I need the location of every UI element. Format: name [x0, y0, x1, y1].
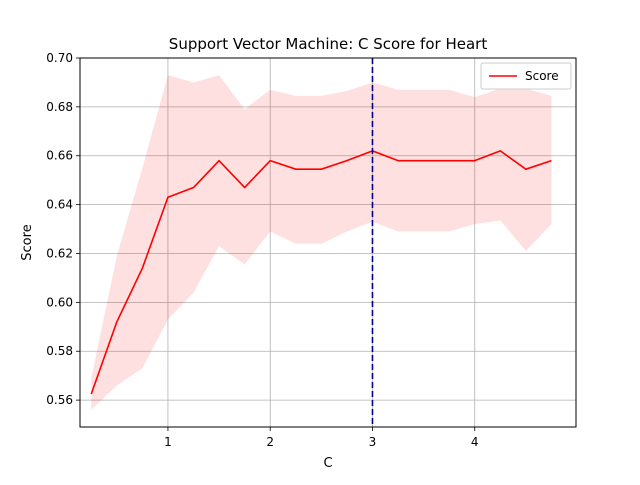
- x-axis-label: C: [323, 456, 332, 471]
- legend-label-score: Score: [525, 69, 559, 83]
- legend: Score: [481, 63, 571, 89]
- y-tick-label: 0.58: [46, 344, 73, 358]
- y-tick-label: 0.66: [46, 149, 73, 163]
- y-tick-label: 0.64: [46, 198, 73, 212]
- x-tick-label: 2: [266, 435, 274, 449]
- x-tick-label: 4: [471, 435, 479, 449]
- y-tick-label: 0.62: [46, 246, 73, 260]
- chart-title: Support Vector Machine: C Score for Hear…: [169, 35, 488, 53]
- x-tick-label: 3: [369, 435, 377, 449]
- x-tick-label: 1: [164, 435, 172, 449]
- y-axis-label: Score: [20, 224, 35, 260]
- y-tick-label: 0.60: [46, 295, 73, 309]
- y-tick-label: 0.70: [46, 51, 73, 65]
- y-tick-label: 0.68: [46, 100, 73, 114]
- y-tick-label: 0.56: [46, 393, 73, 407]
